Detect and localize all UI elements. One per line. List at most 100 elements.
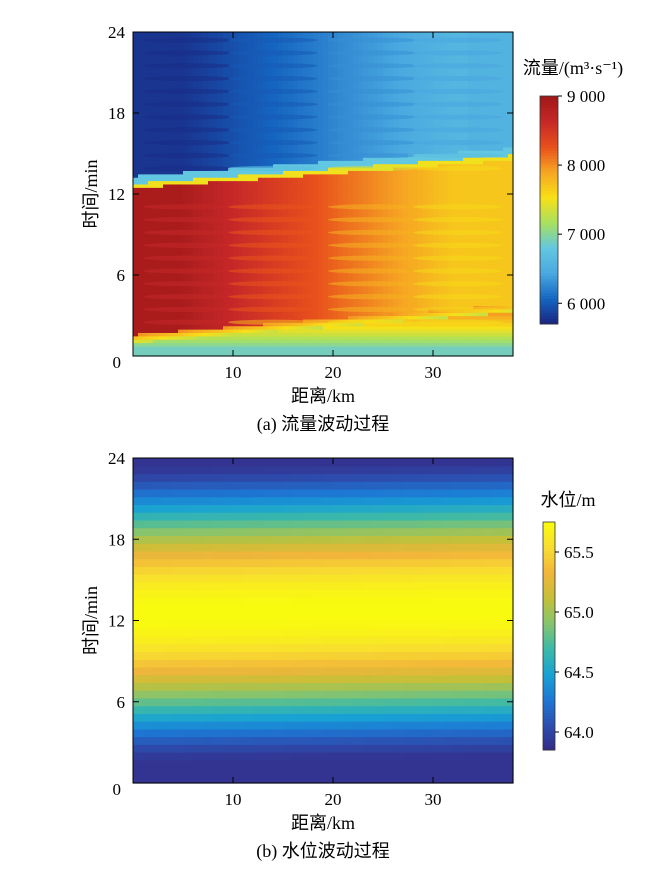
heatmap-cell	[198, 221, 204, 225]
heatmap-cell	[448, 197, 454, 202]
heatmap-cell	[478, 143, 484, 148]
heatmap-cell	[213, 146, 219, 151]
heatmap-cell	[478, 329, 484, 333]
heatmap-cell	[473, 156, 479, 161]
heatmap-cell	[463, 285, 469, 290]
heatmap-cell	[318, 288, 324, 293]
heatmap-cell	[133, 146, 139, 151]
heatmap-cell	[508, 335, 514, 340]
heatmap-cell	[243, 302, 249, 306]
heatmap-cell	[203, 210, 209, 215]
heatmap-cell	[453, 173, 459, 178]
heatmap-cell	[438, 194, 444, 198]
heatmap-cell	[378, 163, 384, 168]
heatmap-cell	[413, 207, 419, 212]
heatmap-cell	[438, 234, 444, 239]
heatmap-cell	[183, 221, 189, 225]
heatmap-cell	[378, 194, 384, 198]
heatmap-cell	[288, 200, 294, 205]
heatmap-cell	[298, 335, 304, 340]
heatmap-cell	[483, 271, 489, 276]
heatmap-cell	[493, 237, 499, 242]
heatmap-cell	[508, 264, 514, 269]
heatmap-cell	[413, 210, 419, 215]
heatmap-cell	[148, 163, 154, 168]
heatmap-cell	[238, 146, 244, 151]
heatmap-cell	[288, 146, 294, 151]
heatmap-cell	[458, 194, 464, 198]
heatmap-cell	[238, 258, 244, 263]
heatmap-cell	[163, 150, 169, 155]
heatmap-cell	[358, 163, 364, 168]
heatmap-cell	[348, 345, 354, 350]
heatmap-cell	[263, 173, 269, 178]
heatmap-cell	[328, 197, 334, 202]
heatmap-cell	[348, 342, 354, 347]
heatmap-cell	[213, 214, 219, 219]
heatmap-cell	[308, 322, 314, 327]
heatmap-cell	[168, 339, 174, 344]
heatmap-cell	[173, 349, 179, 354]
heatmap-cell	[348, 275, 354, 279]
heatmap-cell	[188, 221, 194, 225]
heatmap-cell	[408, 322, 414, 327]
heatmap-cell	[438, 332, 444, 337]
heatmap-cell	[143, 194, 149, 198]
heatmap-cell	[238, 251, 244, 256]
heatmap-cell	[203, 133, 209, 138]
heatmap-cell	[348, 349, 354, 354]
heatmap-cell	[348, 227, 354, 232]
heatmap-cell	[218, 183, 224, 188]
heatmap-cell	[173, 332, 179, 337]
heatmap-cell	[283, 210, 289, 215]
heatmap-cell	[468, 160, 474, 165]
heatmap-cell	[248, 234, 254, 239]
heatmap-cell	[418, 160, 424, 165]
heatmap-cell	[273, 352, 279, 357]
heatmap-cell	[503, 261, 509, 266]
heatmap-cell	[213, 335, 219, 340]
heatmap-cell	[413, 342, 419, 347]
heatmap-cell	[463, 312, 469, 317]
heatmap-cell	[263, 298, 269, 303]
heatmap-cell	[333, 194, 339, 198]
heatmap-cell	[348, 325, 354, 330]
heatmap-cell	[153, 342, 159, 347]
heatmap-cell	[248, 288, 254, 293]
heatmap-cell	[403, 349, 409, 354]
heatmap-cell	[478, 207, 484, 212]
heatmap-cell	[438, 285, 444, 290]
heatmap-cell	[198, 163, 204, 168]
heatmap-cell	[143, 352, 149, 357]
heatmap-cell	[168, 285, 174, 290]
heatmap-cell	[223, 180, 229, 185]
heatmap-cell	[208, 163, 214, 168]
heatmap-cell	[153, 170, 159, 175]
heatmap-cell	[378, 190, 384, 195]
heatmap-cell	[208, 180, 214, 185]
heatmap-cell	[423, 312, 429, 317]
heatmap-cell	[173, 248, 179, 252]
heatmap-cell	[148, 237, 154, 242]
heatmap-cell	[243, 312, 249, 317]
heatmap-cell	[288, 160, 294, 165]
heatmap-cell	[373, 180, 379, 185]
heatmap-cell	[503, 241, 509, 246]
heatmap-cell	[393, 345, 399, 350]
heatmap-cell	[153, 180, 159, 185]
heatmap-cell	[248, 248, 254, 252]
heatmap-cell	[318, 339, 324, 344]
heatmap-cell	[248, 163, 254, 168]
heatmap-cell	[308, 349, 314, 354]
heatmap-cell	[288, 335, 294, 340]
heatmap-cell	[493, 170, 499, 175]
heatmap-cell	[288, 339, 294, 344]
heatmap-cell	[363, 312, 369, 317]
heatmap-cell	[483, 325, 489, 330]
heatmap-cell	[353, 210, 359, 215]
heatmap-cell	[188, 187, 194, 192]
heatmap-cell	[293, 345, 299, 350]
heatmap-cell	[448, 177, 454, 182]
heatmap-cell	[428, 214, 434, 219]
heatmap-cell	[293, 197, 299, 202]
